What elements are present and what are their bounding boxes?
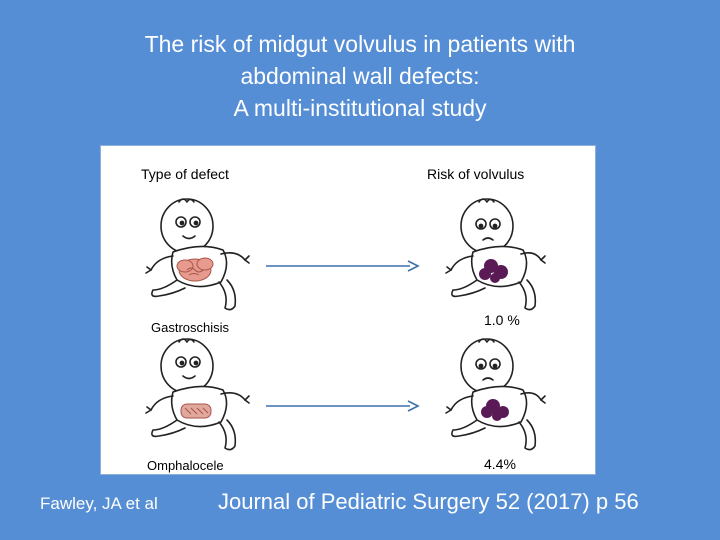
gastroschisis-exposed-bowel	[176, 257, 214, 282]
slide-title: The risk of midgut volvulus in patients …	[40, 28, 680, 124]
defect-label-gastroschisis: Gastroschisis	[151, 320, 230, 335]
omphalocele-baby-illustration	[145, 338, 250, 451]
defect-label-omphalocele: Omphalocele	[147, 458, 224, 473]
citation-authors: Fawley, JA et al	[40, 494, 158, 513]
gastroschisis-baby-illustration	[145, 198, 250, 311]
header-risk-of-volvulus: Risk of volvulus	[427, 166, 525, 182]
arrow-gastroschisis-to-risk	[266, 260, 420, 272]
title-line-2: abdominal wall defects:	[240, 63, 480, 89]
citation-journal: Journal of Pediatric Surgery 52 (2017) p…	[218, 489, 639, 514]
volvulus-twisted-bowel-2	[481, 399, 509, 421]
volvulus-baby-illustration-2	[445, 338, 546, 451]
title-line-1: The risk of midgut volvulus in patients …	[144, 31, 576, 57]
omphalocele-sac	[180, 403, 212, 419]
volvulus-baby-illustration-1	[445, 198, 546, 311]
figure-panel: Type of defect Risk of volvulus Gastrosc…	[100, 145, 596, 475]
volvulus-twisted-bowel-1	[479, 259, 508, 283]
arrow-omphalocele-to-risk	[266, 400, 420, 412]
title-line-3: A multi-institutional study	[233, 95, 487, 121]
risk-value-gastroschisis: 1.0 %	[484, 312, 520, 328]
header-type-of-defect: Type of defect	[141, 166, 229, 182]
risk-value-omphalocele: 4.4%	[484, 456, 516, 472]
